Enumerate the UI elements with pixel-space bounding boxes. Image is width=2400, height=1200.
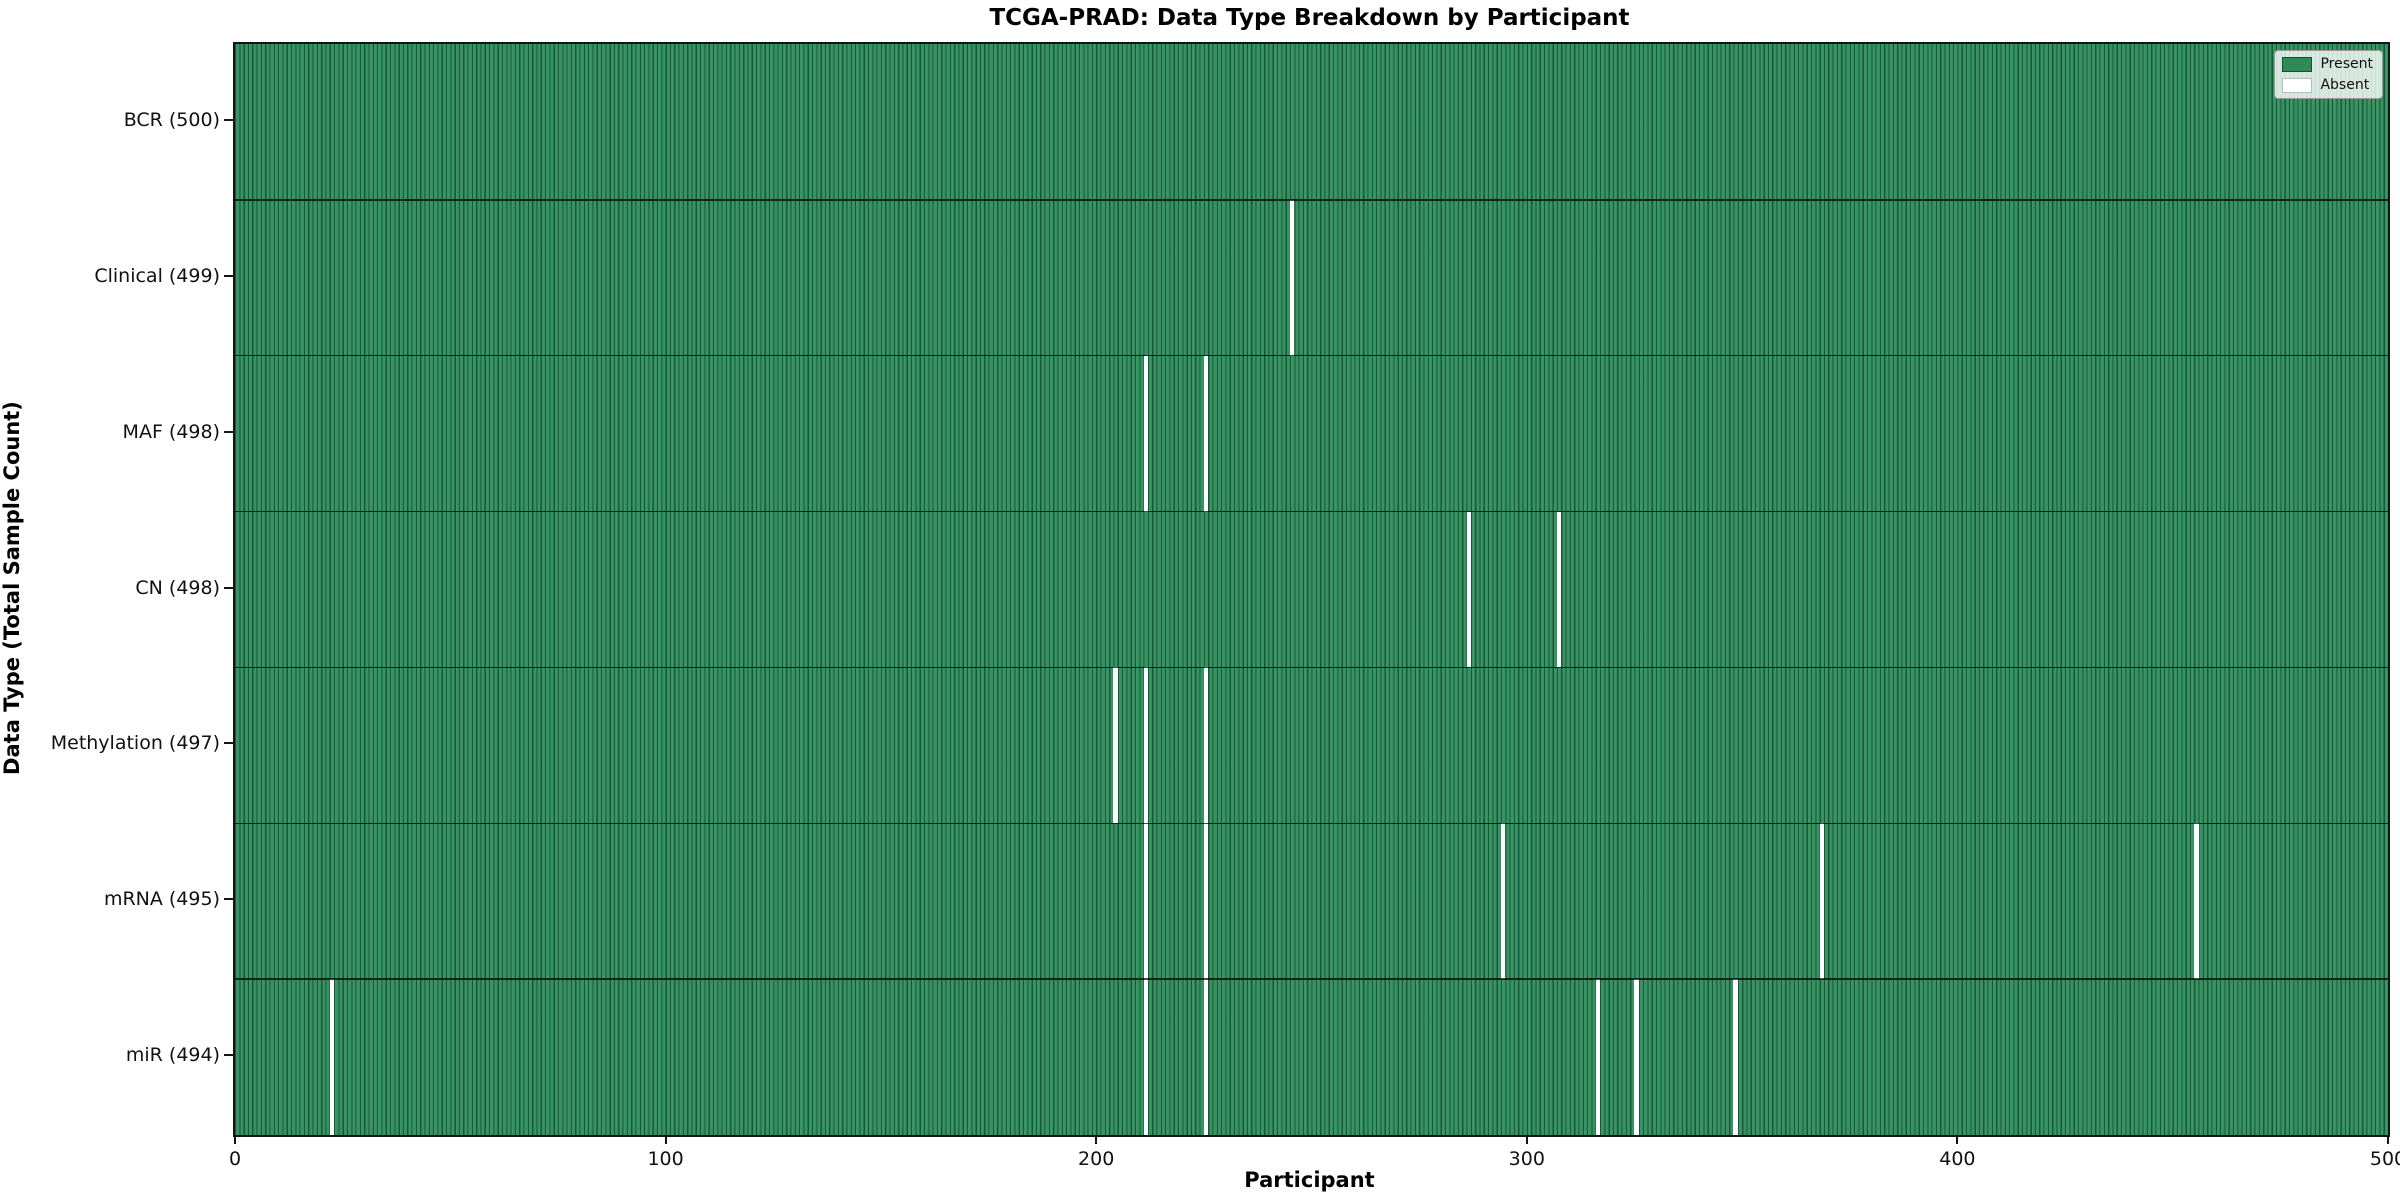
row-separator	[235, 822, 2388, 825]
y-tick-mark	[224, 742, 233, 745]
absent-gap	[329, 979, 335, 1135]
absent-gap	[1466, 511, 1471, 668]
x-tick-mark	[1956, 1135, 1959, 1144]
legend-label-present: Present	[2320, 56, 2373, 72]
absent-gap	[1203, 823, 1209, 980]
absent-gap	[1595, 979, 1600, 1135]
y-tick-mark	[224, 586, 233, 589]
y-axis-label: Data Type (Total Sample Count)	[0, 401, 24, 775]
row-separator	[235, 510, 2388, 513]
absent-gap	[1203, 355, 1209, 512]
x-axis-label: Participant	[1244, 1168, 1375, 1192]
row-clinical	[235, 199, 2388, 356]
y-tick-mark	[224, 898, 233, 901]
absent-gap	[1500, 823, 1506, 980]
y-tick-label: Methylation (497)	[50, 732, 220, 755]
row-separator	[235, 978, 2388, 980]
y-tick-mark	[224, 118, 233, 121]
row-separator	[235, 199, 2388, 201]
chart-title: TCGA-PRAD: Data Type Breakdown by Partic…	[989, 5, 1630, 31]
absent-gap	[1113, 667, 1118, 824]
y-tick-label: Clinical (499)	[94, 264, 220, 287]
y-tick-label: BCR (500)	[123, 108, 220, 131]
y-tick-mark	[224, 1054, 233, 1057]
x-tick-label: 0	[228, 1148, 242, 1170]
y-tick-label: mRNA (495)	[103, 888, 220, 911]
x-tick-mark	[664, 1135, 667, 1144]
absent-gap	[1143, 355, 1148, 512]
legend-label-absent: Absent	[2320, 77, 2370, 93]
y-tick-mark	[224, 430, 233, 433]
x-tick-label: 500	[2369, 1148, 2400, 1170]
absent-gap	[1203, 667, 1209, 824]
absent-gap	[1143, 979, 1148, 1135]
absent-gap	[1289, 199, 1295, 356]
row-maf	[235, 355, 2388, 512]
row-methylation	[235, 667, 2388, 824]
x-tick-label: 200	[1078, 1148, 1115, 1170]
absent-gap	[1733, 979, 1738, 1135]
absent-gap	[1203, 979, 1209, 1135]
plot-area: Present Absent	[233, 42, 2390, 1137]
absent-gap	[1556, 511, 1562, 668]
absent-gap	[1819, 823, 1824, 980]
x-tick-mark	[1095, 1135, 1098, 1144]
legend: Present Absent	[2274, 50, 2383, 99]
absent-swatch-icon	[2282, 77, 2313, 93]
legend-entry-absent: Absent	[2282, 77, 2373, 93]
y-tick-label: miR (494)	[125, 1044, 220, 1067]
absent-gap	[1143, 823, 1148, 980]
x-tick-label: 100	[647, 1148, 684, 1170]
y-tick-label: MAF (498)	[122, 420, 220, 443]
row-mir	[235, 979, 2388, 1135]
x-tick-label: 400	[1939, 1148, 1976, 1170]
y-tick-label: CN (498)	[135, 576, 220, 599]
legend-entry-present: Present	[2282, 56, 2373, 72]
row-bcr	[235, 44, 2388, 200]
present-swatch-icon	[2282, 56, 2313, 72]
x-tick-mark	[1525, 1135, 1528, 1144]
x-tick-label: 300	[1508, 1148, 1545, 1170]
row-separator	[235, 354, 2388, 357]
row-cn	[235, 511, 2388, 668]
absent-gap	[2194, 823, 2199, 980]
absent-gap	[1143, 667, 1148, 824]
x-tick-mark	[234, 1135, 236, 1144]
row-mrna	[235, 823, 2388, 980]
absent-gap	[1634, 979, 1639, 1135]
row-separator	[235, 666, 2388, 669]
x-tick-mark	[2387, 1135, 2389, 1144]
y-tick-mark	[224, 274, 233, 277]
